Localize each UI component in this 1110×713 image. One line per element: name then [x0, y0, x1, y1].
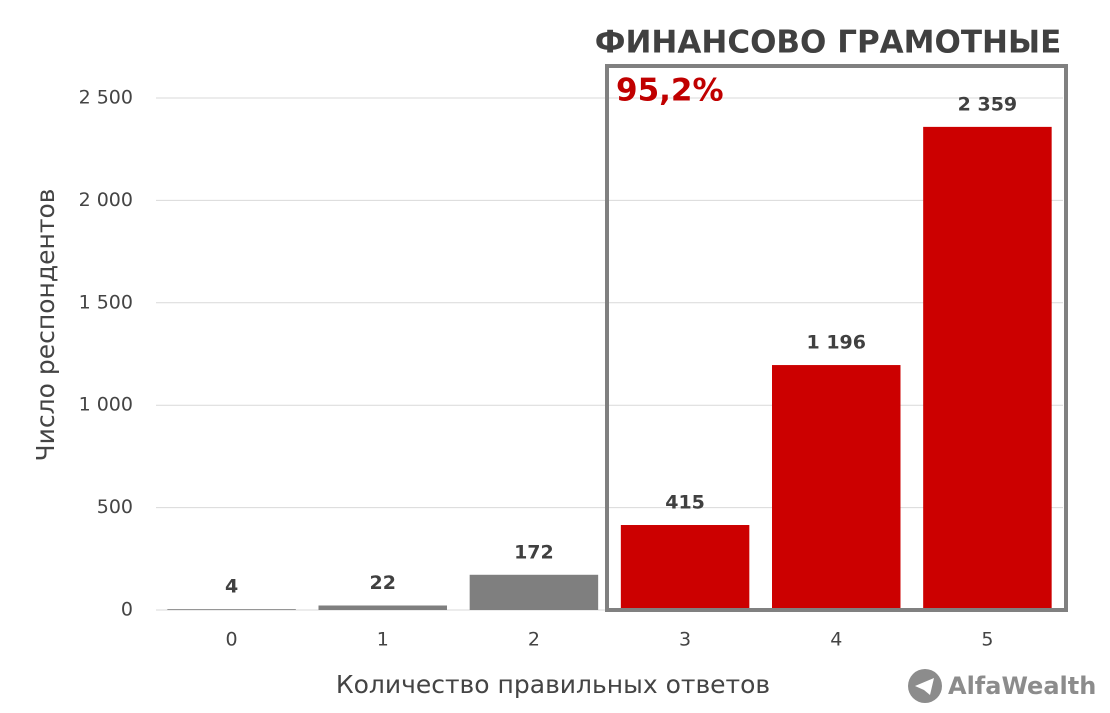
bar [167, 609, 296, 610]
y-tick-label: 1 000 [79, 394, 133, 416]
x-tick-label: 3 [679, 629, 691, 651]
bar [318, 605, 447, 610]
value-label: 172 [514, 541, 554, 563]
y-tick-label: 1 500 [79, 291, 133, 313]
bar [772, 365, 901, 610]
x-tick-label: 2 [528, 629, 540, 651]
x-tick-label: 5 [981, 629, 993, 651]
value-label: 1 196 [807, 332, 867, 354]
share-label: 95,2% [616, 73, 724, 109]
y-axis-title: Число респондентов [31, 189, 60, 462]
logo: AlfaWealth [908, 669, 1096, 703]
y-tick-label: 2 500 [79, 87, 133, 109]
value-label: 22 [370, 572, 396, 594]
x-tick-label: 1 [377, 629, 389, 651]
value-label: 2 359 [958, 93, 1018, 115]
bar [923, 126, 1052, 610]
y-tick-label: 0 [121, 599, 133, 621]
value-label: 415 [665, 492, 705, 514]
logo-text: AlfaWealth [948, 672, 1096, 700]
x-tick-label: 0 [226, 629, 238, 651]
bar [620, 525, 750, 610]
highlight-box [605, 64, 1068, 612]
x-axis-title: Количество правильных ответов [336, 670, 770, 699]
bar [469, 574, 599, 610]
logo-plane [915, 678, 934, 695]
y-tick-label: 500 [97, 496, 133, 518]
x-tick-label: 4 [830, 629, 842, 651]
plot: 0 500 1 000 1 500 2 000 2 500 4 0 22 1 172 2 415 3 1 1… [79, 87, 1063, 651]
box-title: ФИНАНСОВО ГРАМОТНЫЕ [595, 25, 1062, 61]
value-label: 4 [225, 576, 238, 598]
y-tick-label: 2 000 [79, 189, 133, 211]
